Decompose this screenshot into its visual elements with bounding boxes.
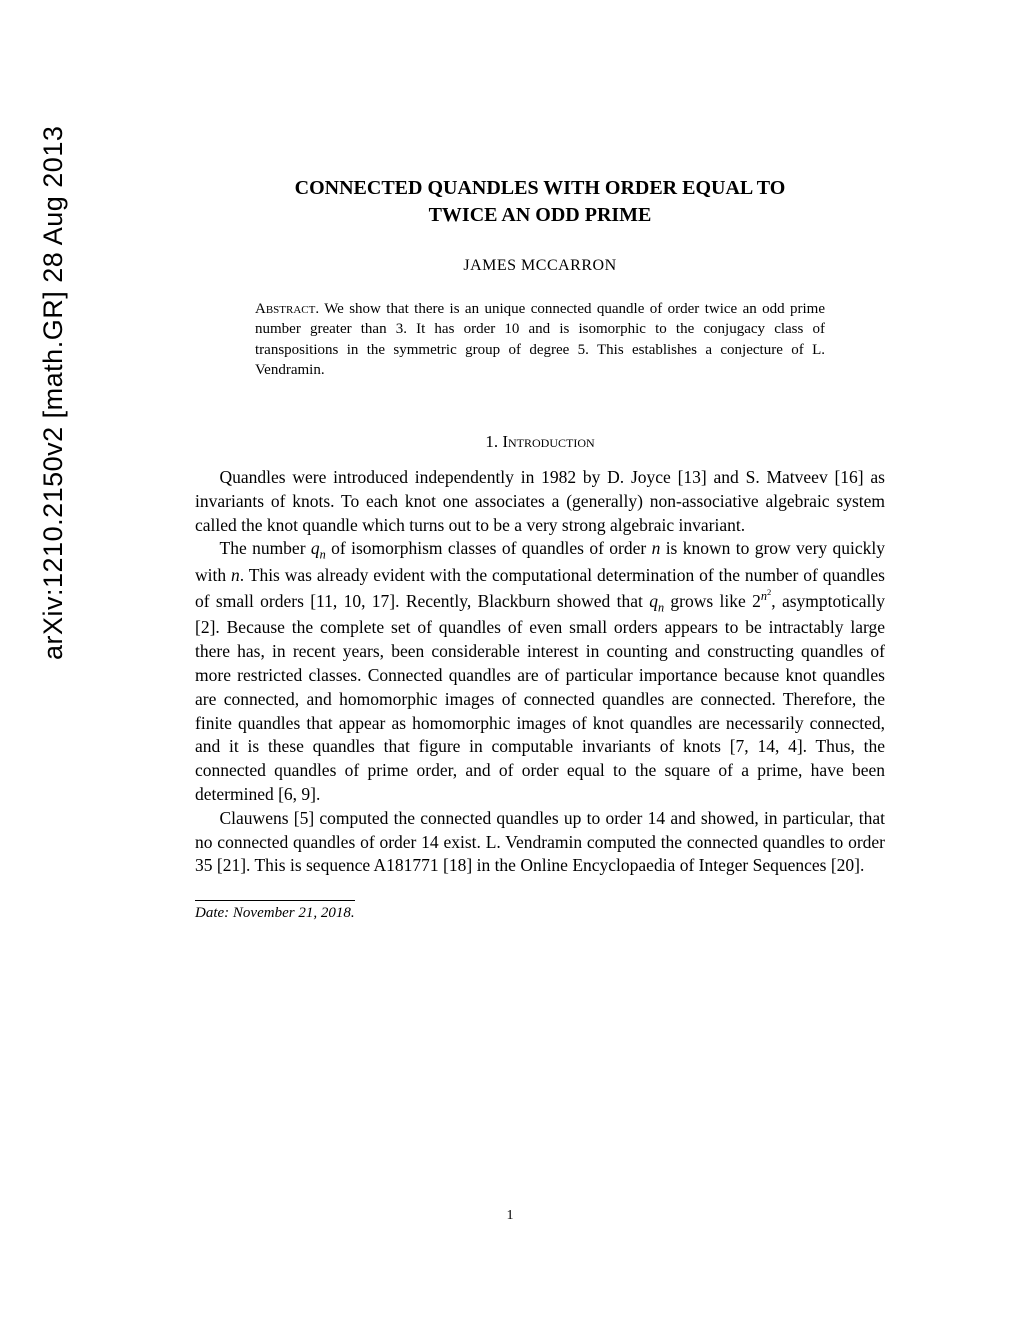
abstract-label: Abstract.: [255, 301, 319, 317]
paper-title: CONNECTED QUANDLES WITH ORDER EQUAL TO T…: [195, 175, 885, 229]
p2f: , asymptotically [2]. Because the comple…: [195, 591, 885, 804]
footnote-rule: [195, 900, 355, 901]
abstract-block: Abstract. We show that there is an uniqu…: [255, 299, 825, 380]
title-line-2: TWICE AN ODD PRIME: [429, 204, 652, 226]
section-title: Introduction: [502, 432, 594, 451]
p2b: of isomorphism classes of quandles of or…: [326, 538, 652, 558]
math-n2: n: [231, 565, 240, 585]
math-qn2: qn: [649, 591, 664, 611]
math-qn: qn: [311, 538, 326, 558]
footnote-date: Date: November 21, 2018.: [195, 905, 885, 922]
section-heading: 1. Introduction: [195, 432, 885, 452]
title-line-1: CONNECTED QUANDLES WITH ORDER EQUAL TO: [295, 177, 786, 199]
date-value: : November 21, 2018.: [224, 905, 354, 921]
section-number: 1.: [485, 432, 498, 451]
paragraph-1: Quandles were introduced independently i…: [195, 466, 885, 537]
paragraph-2: The number qn of isomorphism classes of …: [195, 537, 885, 806]
body-text: Quandles were introduced independently i…: [195, 466, 885, 878]
p2e: grows like: [664, 591, 752, 611]
page-content: CONNECTED QUANDLES WITH ORDER EQUAL TO T…: [195, 0, 885, 922]
abstract-text: We show that there is an unique connecte…: [255, 301, 825, 378]
paragraph-3: Clauwens [5] computed the connected quan…: [195, 807, 885, 878]
p2a: The number: [220, 538, 311, 558]
math-2n2: 2n2: [752, 591, 771, 611]
author-name: JAMES MCCARRON: [195, 257, 885, 275]
arxiv-stamp: arXiv:1210.2150v2 [math.GR] 28 Aug 2013: [38, 126, 69, 660]
page-number: 1: [0, 1208, 1020, 1224]
date-label: Date: [195, 905, 224, 921]
